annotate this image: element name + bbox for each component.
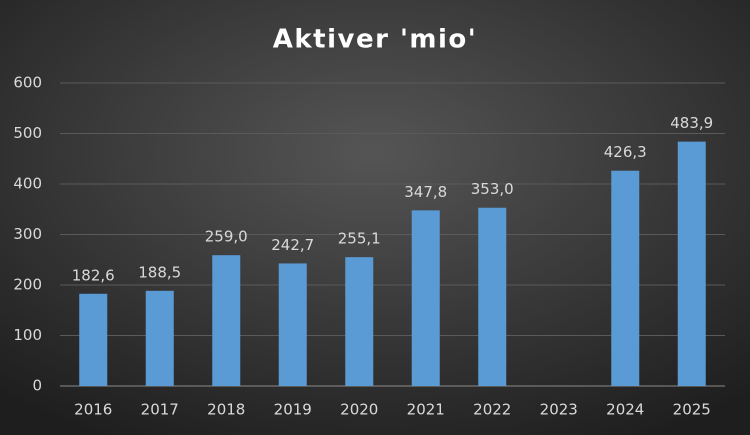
value-label: 259,0 <box>205 228 248 246</box>
value-label: 483,9 <box>670 114 713 132</box>
y-tick-label: 400 <box>13 175 42 193</box>
x-tick-label: 2016 <box>74 401 112 419</box>
bar <box>145 290 174 386</box>
bar <box>478 207 507 386</box>
x-tick-label: 2025 <box>673 401 711 419</box>
y-tick-label: 600 <box>13 74 42 92</box>
bar <box>79 293 108 386</box>
value-label: 188,5 <box>138 263 181 281</box>
x-tick-label: 2021 <box>407 401 445 419</box>
bar <box>345 257 374 386</box>
x-tick-label: 2022 <box>473 401 511 419</box>
x-tick-label: 2017 <box>141 401 179 419</box>
x-tick-label: 2019 <box>274 401 312 419</box>
chart-title: Aktiver 'mio' <box>273 25 478 55</box>
y-tick-label: 100 <box>13 326 42 344</box>
x-tick-label: 2020 <box>340 401 378 419</box>
bar <box>677 141 706 386</box>
value-label: 242,7 <box>271 236 314 254</box>
bar <box>212 255 241 386</box>
value-label: 426,3 <box>604 143 647 161</box>
value-label: 353,0 <box>471 180 514 198</box>
bar <box>611 170 640 386</box>
bar <box>278 263 307 386</box>
x-tick-label: 2023 <box>540 401 578 419</box>
x-tick-label: 2018 <box>207 401 245 419</box>
y-tick-label: 300 <box>13 225 42 243</box>
x-tick-label: 2024 <box>606 401 644 419</box>
y-tick-label: 0 <box>32 377 42 395</box>
value-label: 347,8 <box>404 183 447 201</box>
y-tick-label: 200 <box>13 276 42 294</box>
value-label: 182,6 <box>72 266 115 284</box>
y-tick-label: 500 <box>13 124 42 142</box>
value-label: 255,1 <box>338 230 381 248</box>
bar <box>411 210 440 386</box>
